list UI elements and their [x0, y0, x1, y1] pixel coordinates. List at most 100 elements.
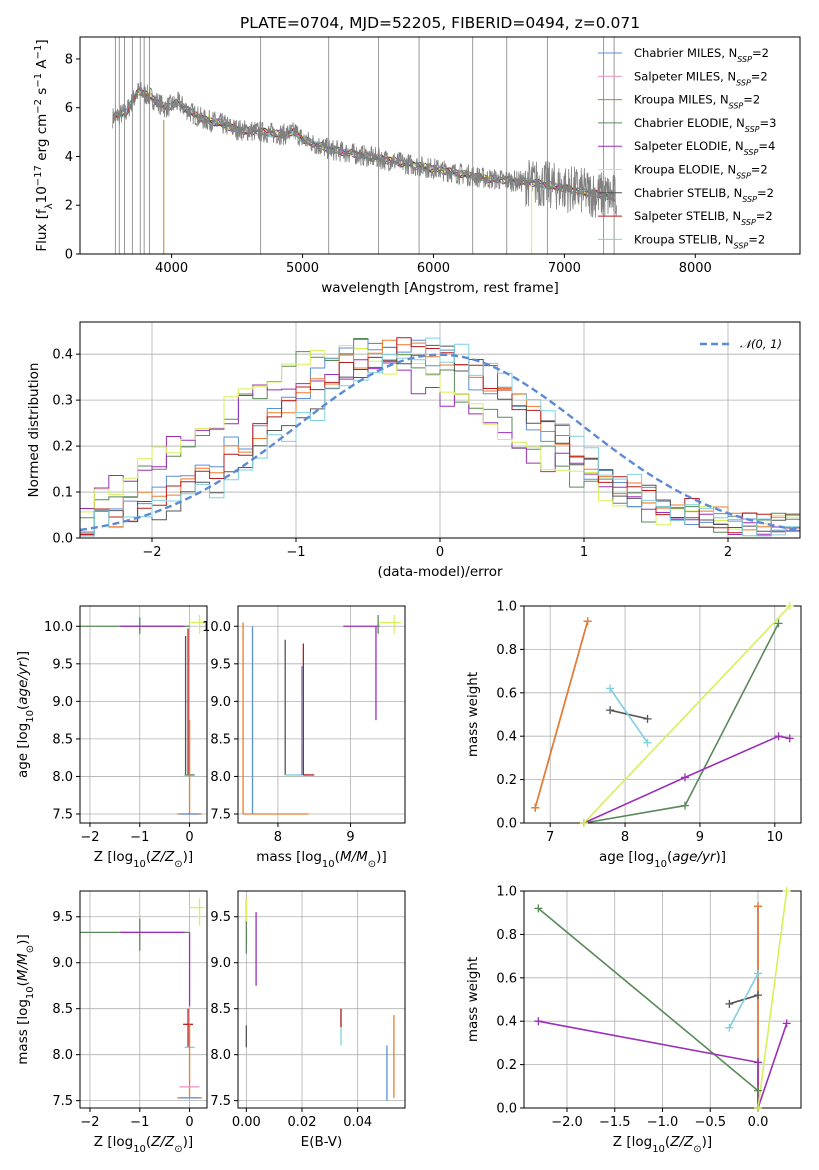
y-tick-label: 7.5	[52, 807, 73, 822]
plot-area-spectrum	[112, 37, 617, 254]
label-part: s	[34, 88, 50, 99]
marker-plus	[782, 887, 791, 895]
legend-text: Chabrier MILES, N	[634, 46, 737, 60]
label-part: (	[146, 1134, 151, 1150]
label-part: )]	[183, 849, 194, 865]
x-tick-label: −0.5	[694, 1115, 726, 1130]
legend-label: Kroupa ELODIE, NSSP=2	[634, 163, 768, 181]
x-tick-label: 8000	[679, 261, 712, 276]
x-tick-label: −1	[130, 1115, 149, 1130]
x-tick-label: 2	[724, 545, 732, 560]
y-tick-label: 0.4	[52, 348, 73, 363]
y-axis-label: mass [log10(M/M⊙)]	[15, 934, 36, 1064]
y-tick-label: 7.5	[52, 1094, 73, 1109]
marker-plus	[774, 619, 783, 628]
axes-frame	[523, 605, 802, 824]
label-part: age [log	[599, 849, 654, 865]
legend-label: Chabrier STELIB, NSSP=2	[634, 186, 774, 204]
series-kroupa-stelib	[728, 973, 759, 1029]
series-kroupa-elodie	[583, 606, 791, 823]
label-part: ]	[34, 39, 50, 44]
x-tick-label: 5000	[286, 261, 319, 276]
label-part: erg cm	[34, 114, 50, 165]
series-kroupa-stelib	[609, 688, 649, 744]
marker-plus	[754, 1104, 763, 1112]
x-tick-label: −1.5	[599, 1115, 631, 1130]
y-tick-label: 9.5	[52, 910, 73, 925]
x-tick-label: 6000	[417, 261, 450, 276]
label-math: Z/Z	[150, 1134, 175, 1150]
label-part: Z [log	[94, 1134, 133, 1150]
y-tick-label: 8.5	[52, 732, 73, 747]
x-tick-label: −2	[80, 1115, 99, 1130]
panel-mass-vs-ebv: 0.00 0.02 0.04 7.5 8.0 8.5 9.0 9.5 E(B-V)	[210, 890, 406, 1150]
label-part: mass [log	[15, 999, 31, 1065]
label-part: (data-model)/error	[377, 564, 503, 580]
y-tick-label: 0.0	[496, 817, 517, 832]
label-part: −17	[33, 165, 44, 186]
histogram-kroupa-elodie	[80, 345, 800, 537]
legend-label: Salpeter STELIB, NSSP=2	[634, 209, 773, 227]
label-sub: ⊙	[174, 859, 182, 870]
label-part: mass [log	[256, 849, 322, 865]
y-tick-label: 10.0	[44, 620, 73, 635]
y-tick-label: 8.0	[52, 1048, 73, 1063]
legend-label: Chabrier ELODIE, NSSP=3	[634, 116, 776, 133]
label-part: 10	[34, 186, 50, 203]
label-sub: ⊙	[25, 945, 36, 953]
legend-sub: SSP	[734, 241, 749, 250]
marker-plus	[534, 904, 543, 913]
y-tick-label: 6	[65, 101, 73, 116]
plot-area-mass-vs-ebv	[245, 898, 395, 1101]
axes-frame	[79, 605, 208, 824]
series-salpeter-elodie	[583, 735, 790, 823]
label-part: age [log	[15, 723, 31, 778]
x-tick-label: 0	[436, 545, 444, 560]
legend-value: =4	[758, 139, 775, 153]
y-tick-label: 9.5	[210, 657, 231, 672]
y-tick-label: 8.5	[52, 1002, 73, 1017]
marker-plus	[754, 902, 763, 911]
marker-plus	[754, 969, 763, 978]
legend-text: Salpeter STELIB, N	[634, 209, 741, 223]
y-tick-label: 0	[65, 248, 73, 263]
legend-sub: SSP	[736, 78, 751, 87]
marker-plus	[725, 999, 734, 1008]
panel-residuals: −2 −1 0 1 2 0.0 0.1 0.2 0.3 0.4 (data-model)/error…	[26, 321, 801, 580]
label-part: )]	[716, 849, 727, 865]
y-tick-label: 7.5	[210, 1094, 231, 1109]
legend-value: =2	[757, 186, 774, 200]
y-axis-label: Normed distribution	[26, 363, 42, 498]
plot-area-mass-vs-Z	[80, 898, 205, 1099]
data-spectrum	[112, 82, 617, 218]
plot-area-residuals	[80, 337, 800, 537]
x-axis-label: Z [log10(Z/Z⊙)]	[613, 1134, 712, 1155]
marker-plus	[531, 803, 540, 812]
label-part: )]	[15, 651, 31, 662]
x-tick-label: 0.04	[343, 1115, 372, 1130]
x-axis-label: mass [log10(M/M⊙)]	[256, 849, 386, 870]
y-tick-label: 0.6	[496, 686, 517, 701]
x-axis-label: wavelength [Angstrom, rest frame]	[321, 280, 559, 296]
panel-mass-vs-Z: −2 −1 07.58.08.59.09.5Z [log10(Z/Z⊙)]mass …	[15, 890, 208, 1155]
x-tick-label: 0.02	[288, 1115, 317, 1130]
series-kroupa-miles	[534, 620, 589, 809]
x-axis-label: age [log10(age/yr)]	[599, 849, 726, 870]
axes-frame	[79, 36, 801, 255]
y-tick-label: 0.1	[52, 486, 73, 501]
series-salpeter-elodie	[538, 1020, 788, 1108]
y-tick-label: 1.0	[496, 600, 517, 615]
x-tick-label: −2	[80, 830, 99, 845]
y-tick-label: 4	[65, 150, 73, 165]
marker-plus	[534, 1017, 543, 1026]
legend-sub: SSP	[744, 148, 759, 157]
label-part: )]	[376, 849, 387, 865]
gaussian-curve	[80, 353, 800, 532]
y-tick-label: 0.6	[496, 971, 517, 986]
y-tick-label: 0.2	[496, 1058, 517, 1073]
label-part: )]	[15, 934, 31, 945]
label-part: (	[665, 1134, 670, 1150]
marker-plus	[680, 801, 689, 810]
